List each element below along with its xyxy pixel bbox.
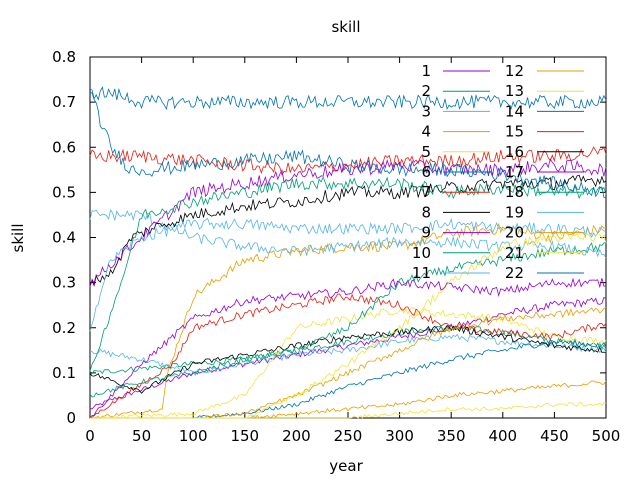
series-line-20 [90, 307, 607, 419]
series-line-1 [89, 296, 607, 410]
y-tick-label: 0.4 [52, 229, 76, 247]
x-tick-label: 200 [282, 427, 311, 445]
legend-label: 18 [505, 183, 524, 201]
series-line-17 [89, 158, 607, 288]
legend-label: 17 [505, 163, 524, 181]
legend-label: 13 [505, 82, 524, 100]
y-axis-label: skill [9, 223, 27, 252]
x-tick-label: 100 [179, 427, 208, 445]
y-tick-label: 0.8 [52, 48, 76, 66]
y-tick-label: 0.3 [52, 274, 76, 292]
legend-label: 2 [421, 82, 431, 100]
y-tick-label: 0.2 [52, 319, 76, 337]
series-line-19 [89, 217, 607, 332]
legend-label: 9 [421, 224, 431, 242]
legend-label: 8 [421, 203, 431, 221]
x-tick-label: 350 [437, 427, 466, 445]
y-tick-label: 0 [66, 409, 76, 427]
legend-label: 11 [412, 264, 431, 282]
legend-label: 14 [505, 102, 524, 120]
x-tick-label: 300 [385, 427, 414, 445]
series-line-4 [89, 223, 607, 419]
y-tick-label: 0.1 [52, 364, 76, 382]
y-tick-label: 0.5 [52, 183, 76, 201]
y-tick-label: 0.7 [52, 93, 76, 111]
legend-label: 21 [505, 244, 524, 262]
series-line-2 [89, 325, 607, 375]
x-tick-label: 150 [230, 427, 259, 445]
legend-label: 10 [412, 244, 431, 262]
legend-label: 6 [421, 163, 431, 181]
plot-area: 0 50 100 150 200 250 300 350 400 450 500 0 0.1 0.2 0.3… [52, 48, 620, 445]
x-axis-label: year [329, 457, 363, 475]
legend-label: 5 [421, 143, 431, 161]
series-line-21 [90, 232, 607, 419]
legend-label: 3 [421, 102, 431, 120]
series-line-8 [89, 325, 607, 394]
x-tick-label: 400 [488, 427, 517, 445]
series-line-14 [89, 86, 607, 111]
legend-label: 20 [505, 224, 524, 242]
series-line-10 [89, 242, 607, 398]
legend-label: 19 [505, 203, 524, 221]
x-tick-label: 500 [592, 427, 621, 445]
legend-label: 22 [505, 264, 524, 282]
series-line-3 [89, 333, 607, 377]
series-line-16 [89, 174, 607, 287]
x-tick-label: 50 [132, 427, 151, 445]
legend-label: 4 [421, 123, 431, 141]
legend-label: 7 [421, 183, 431, 201]
series-line-5 [89, 307, 607, 419]
series-line-9 [89, 277, 607, 419]
legend-label: 15 [505, 123, 524, 141]
legend-label: 16 [505, 143, 524, 161]
series-line-7 [89, 293, 607, 419]
x-tick-label: 250 [334, 427, 363, 445]
series-line-22 [89, 91, 607, 198]
chart-title: skill [331, 18, 360, 36]
series-line-6 [90, 338, 607, 419]
legend-label: 12 [505, 62, 524, 80]
series-line-11 [89, 208, 607, 259]
legend-label: 1 [421, 62, 431, 80]
plot-frame [89, 56, 607, 419]
series-line-18 [89, 176, 607, 372]
x-tick-label: 450 [540, 427, 569, 445]
x-tick-label: 0 [85, 427, 95, 445]
y-tick-label: 0.6 [52, 138, 76, 156]
